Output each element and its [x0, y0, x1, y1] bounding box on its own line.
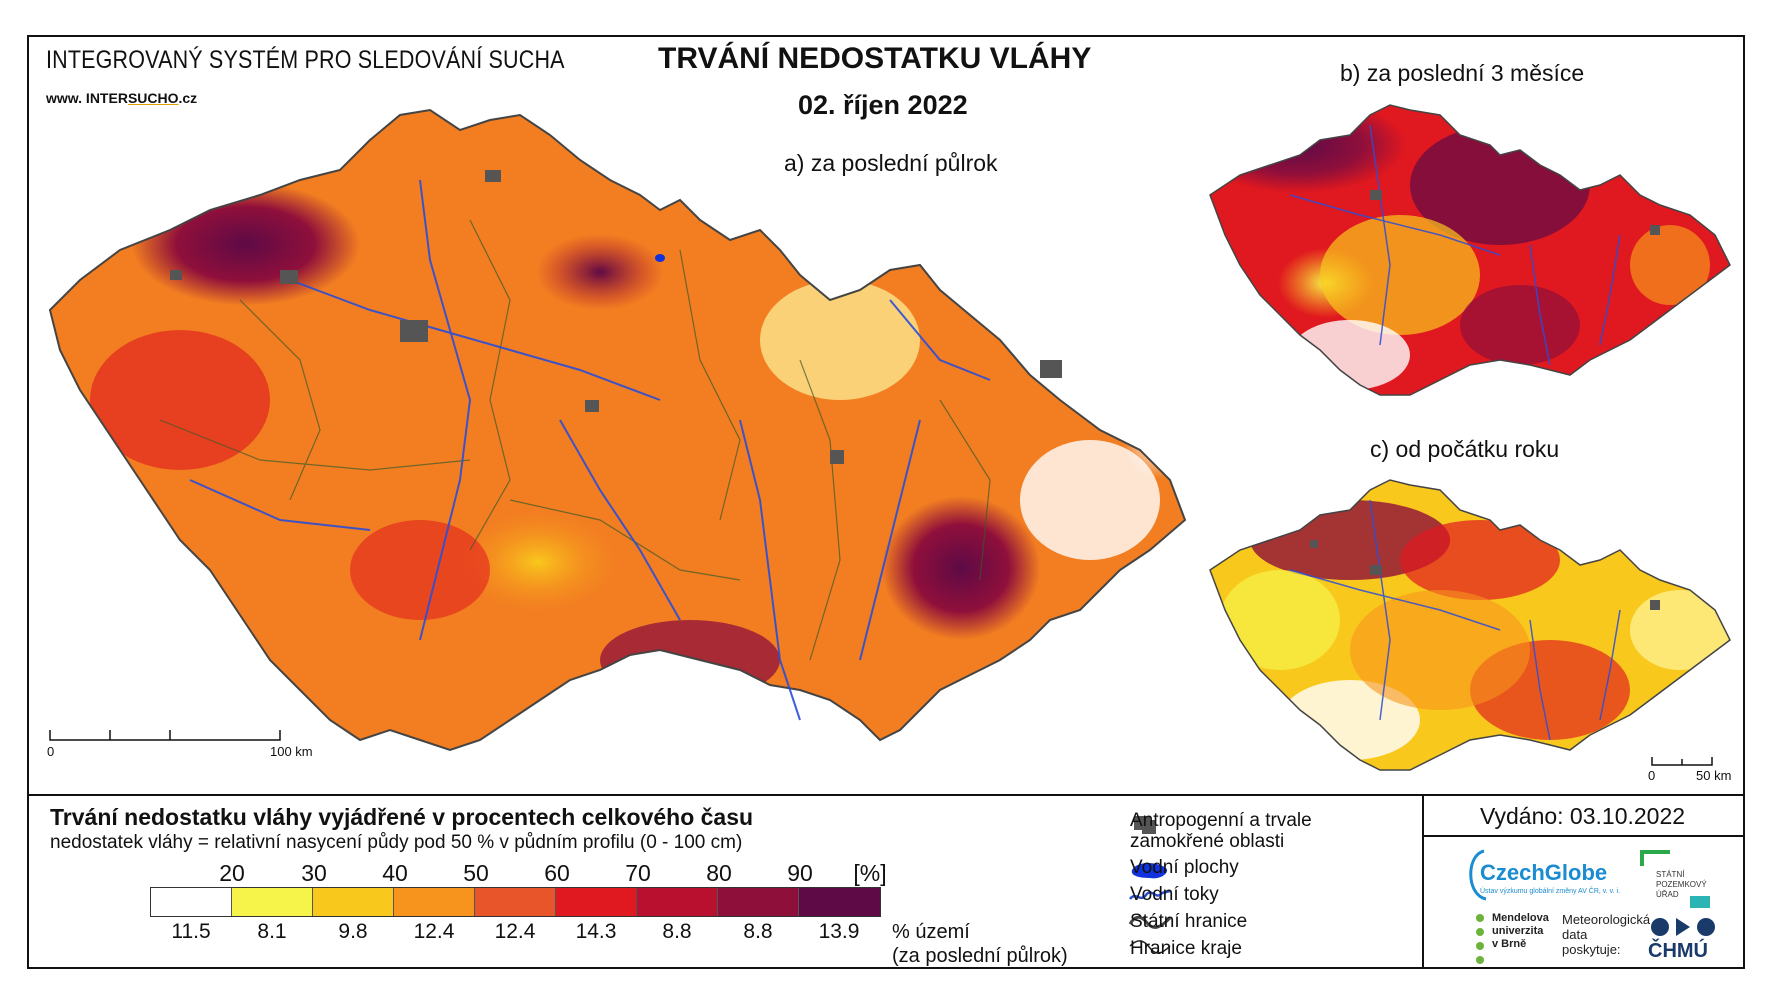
mendel-university-name: Mendelova univerzita v Brně	[1492, 912, 1549, 950]
legend-swatch	[232, 888, 313, 916]
scale-main-start: 0	[47, 744, 55, 759]
water-body-icon	[1131, 863, 1168, 879]
issued-date: Vydáno: 03.10.2022	[1480, 803, 1686, 829]
legend-subtitle: nedostatek vláhy = relativní nasycení pů…	[50, 832, 743, 853]
area-percent: 11.5	[171, 920, 211, 943]
area-percent: 8.1	[257, 920, 287, 943]
scale-bar-small	[1651, 757, 1713, 766]
area-percent-label: % území (za poslední půlrok)	[892, 921, 1068, 967]
czechglobe-name: CzechGlobe	[1480, 860, 1608, 885]
scale-small-start: 0	[1648, 768, 1656, 783]
czechglobe-subtitle: Ústav výzkumu globální změny AV ČR, v. v…	[1480, 888, 1621, 895]
region-border-icon	[1129, 940, 1171, 954]
drought-map-3months	[1209, 104, 1731, 396]
legend-tick: 90	[787, 860, 813, 886]
key-urban: Antropogenní a trvale zamokřené oblasti	[1130, 810, 1312, 852]
urban-area-icon	[1134, 816, 1156, 834]
area-percent: 8.8	[743, 920, 773, 943]
drought-map-year	[1209, 479, 1731, 771]
key-state-border: Státní hranice	[1130, 911, 1248, 932]
scale-main-end: 100 km	[270, 744, 313, 759]
area-percent: 12.4	[413, 920, 455, 943]
chmu-logo-icon	[1651, 918, 1715, 936]
legend-tick: 50	[463, 860, 489, 886]
legend-tick: 70	[625, 860, 651, 886]
spu-mark-icon	[1690, 896, 1710, 908]
legend-swatch	[313, 888, 394, 916]
legend-swatch	[394, 888, 475, 916]
scale-small-end: 50 km	[1696, 768, 1732, 783]
legend-title: Trvání nedostatku vláhy vyjádřené v proc…	[50, 804, 754, 830]
area-percent: 13.9	[818, 920, 860, 943]
legend-tick: 40	[382, 860, 408, 886]
legend-swatch	[637, 888, 718, 916]
key-rivers: Vodní toky	[1130, 884, 1219, 905]
state-border-main	[48, 108, 1187, 752]
legend-swatch	[718, 888, 799, 916]
mendel-logo-icon	[1476, 914, 1484, 964]
issued-divider	[1423, 835, 1745, 837]
spu-name: STÁTNÍ POZEMKOVÝ ÚŘAD	[1656, 870, 1707, 899]
area-percent: 12.4	[494, 920, 536, 943]
scale-bar-main	[49, 730, 281, 741]
legend-tick: 20	[219, 860, 245, 886]
legend-swatch	[151, 888, 232, 916]
legend-vertical-divider	[1422, 795, 1424, 969]
legend-tick: 30	[301, 860, 327, 886]
legend-swatch	[556, 888, 637, 916]
drought-map-main	[48, 108, 1187, 752]
map-date: 02. říjen 2022	[798, 90, 968, 120]
czechglobe-logo	[1469, 849, 1487, 901]
legend-swatch	[799, 888, 880, 916]
chmu-name: ČHMÚ	[1648, 940, 1708, 962]
legend-colorbar	[150, 887, 881, 917]
area-percent: 14.3	[575, 920, 617, 943]
legend-area-percents: 11.5 8.1 9.8 12.4 12.4 14.3 8.8 8.8 13.9	[0, 920, 1000, 950]
river-icon	[1129, 889, 1171, 900]
area-percent: 8.8	[662, 920, 692, 943]
legend-tick: 80	[706, 860, 732, 886]
legend-tick: 60	[544, 860, 570, 886]
legend-unit: [%]	[853, 860, 887, 886]
website-url[interactable]: www. INTERSUCHO.cz	[46, 90, 198, 106]
key-water-bodies: Vodní plochy	[1130, 857, 1239, 878]
system-name: INTEGROVANÝ SYSTÉM PRO SLEDOVÁNÍ SUCHA	[46, 46, 565, 74]
meteo-data-label: Meteorologická data poskytuje:	[1562, 912, 1651, 957]
legend-divider	[27, 794, 1745, 796]
state-border-icon	[1128, 915, 1172, 929]
legend-swatch	[475, 888, 556, 916]
key-region-border: Hranice kraje	[1130, 938, 1242, 959]
spu-logo-icon	[1640, 850, 1670, 866]
page-title: TRVÁNÍ NEDOSTATKU VLÁHY	[658, 42, 1092, 75]
legend-ticks: 20 30 40 50 60 70 80 90 [%]	[0, 860, 1000, 890]
map-a-label: a) za poslední půlrok	[784, 150, 998, 176]
map-c-label: c) od počátku roku	[1370, 436, 1560, 462]
area-percent: 9.8	[338, 920, 368, 943]
map-b-label: b) za poslední 3 měsíce	[1340, 60, 1585, 86]
